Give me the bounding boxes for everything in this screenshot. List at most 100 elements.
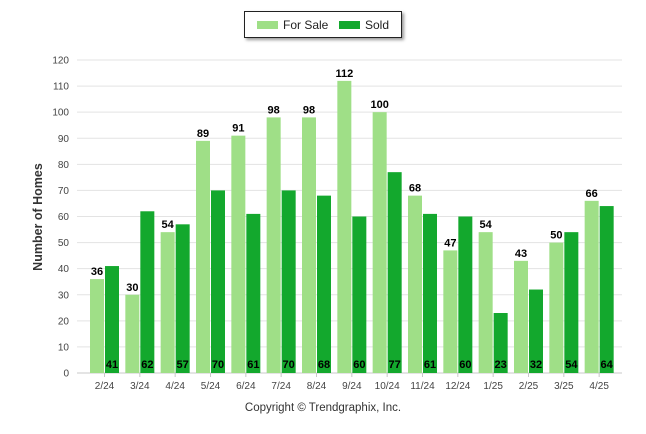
legend-swatch-for-sale (257, 21, 278, 29)
y-tick-label: 80 (58, 160, 70, 171)
y-tick-label: 10 (58, 342, 70, 353)
data-label-for-sale: 50 (550, 230, 562, 242)
data-label-for-sale: 89 (197, 128, 209, 140)
y-tick-label: 30 (58, 290, 70, 301)
legend-item-for-sale[interactable]: For Sale (257, 18, 328, 32)
y-tick-label: 100 (52, 108, 69, 119)
bar-sold (105, 266, 119, 373)
x-tick-label: 3/24 (130, 381, 150, 392)
bar-for-sale (266, 117, 281, 373)
bar-sold (281, 190, 296, 373)
bar-for-sale (231, 135, 246, 373)
data-label-for-sale: 66 (586, 188, 598, 200)
data-label-sold: 41 (106, 359, 118, 371)
data-label-for-sale: 36 (91, 266, 103, 278)
bar-for-sale (408, 195, 422, 373)
bar-for-sale (337, 80, 352, 373)
x-tick-label: 4/25 (589, 381, 609, 392)
x-tick-label: 12/24 (445, 381, 470, 392)
data-label-sold: 61 (247, 359, 259, 371)
data-label-for-sale: 91 (232, 123, 244, 135)
data-label-sold: 62 (141, 359, 153, 371)
x-tick-label: 7/24 (271, 381, 291, 392)
y-tick-label: 50 (58, 238, 70, 249)
bar-sold (140, 211, 155, 373)
bar-sold (458, 216, 473, 373)
x-tick-label: 1/25 (483, 381, 503, 392)
data-label-sold: 60 (459, 359, 471, 371)
x-tick-label: 2/24 (95, 381, 115, 392)
data-label-sold: 70 (212, 359, 224, 371)
bar-for-sale (478, 232, 493, 373)
legend-swatch-sold (339, 21, 360, 29)
copyright-text: Copyright © Trendgraphix, Inc. (244, 402, 402, 414)
data-labels: 36 41 30 62 54 57 89 70 91 61 98 70 98 68 112 60 100 77 68… (91, 68, 614, 371)
data-label-for-sale: 68 (409, 183, 421, 195)
legend-item-sold[interactable]: Sold (339, 18, 389, 32)
bar-for-sale (443, 250, 458, 373)
y-tick-label: 60 (58, 212, 70, 223)
data-label-sold: 70 (283, 359, 295, 371)
bar-sold (423, 213, 437, 373)
bar-for-sale (90, 279, 104, 373)
bar-for-sale (549, 242, 564, 373)
bar-sold (529, 289, 543, 373)
data-label-sold: 77 (389, 359, 401, 371)
bar-sold (352, 216, 367, 373)
data-label-for-sale: 112 (335, 68, 353, 80)
data-label-for-sale: 100 (370, 99, 388, 111)
y-tick-label: 90 (58, 134, 70, 145)
bar-sold (317, 195, 331, 373)
data-label-for-sale: 54 (162, 219, 175, 231)
legend-label-sold: Sold (365, 18, 390, 32)
x-tick-label: 4/24 (165, 381, 185, 392)
bar-for-sale (196, 140, 210, 373)
y-axis-title: Number of Homes (31, 163, 45, 271)
bar-for-sale (125, 294, 140, 373)
data-label-sold: 64 (601, 359, 614, 371)
bar-for-sale (584, 200, 599, 373)
bar-for-sale (372, 112, 387, 374)
y-tick-label: 0 (63, 369, 69, 380)
data-label-sold: 54 (565, 359, 578, 371)
y-tick-label: 20 (58, 316, 70, 327)
x-tick-label: 2/25 (519, 381, 539, 392)
bar-sold (246, 213, 261, 373)
bar-sold (599, 206, 614, 373)
chart-legend: For Sale Sold (244, 11, 402, 38)
data-label-for-sale: 47 (444, 237, 456, 249)
bar-for-sale (160, 232, 175, 373)
y-tick-label: 120 (52, 56, 69, 67)
data-label-for-sale: 30 (126, 282, 138, 294)
bar-for-sale (514, 260, 528, 373)
bars (90, 80, 614, 374)
y-tick-label: 110 (53, 82, 69, 93)
data-label-sold: 57 (177, 359, 189, 371)
x-tick-label: 8/24 (307, 381, 327, 392)
x-tick-label: 10/24 (375, 381, 400, 392)
y-tick-label: 40 (58, 264, 70, 275)
y-tick-label: 70 (58, 186, 70, 197)
data-label-sold: 60 (353, 359, 365, 371)
x-tick-label: 3/25 (554, 381, 574, 392)
bar-sold (175, 224, 190, 373)
bar-sold (211, 190, 225, 373)
x-tick-label: 11/24 (410, 381, 435, 392)
data-label-sold: 68 (318, 359, 330, 371)
x-tick-label: 6/24 (236, 381, 256, 392)
bar-sold (387, 172, 402, 373)
bar-for-sale (302, 117, 316, 373)
x-tick-label: 9/24 (342, 381, 362, 392)
legend-label-for-sale: For Sale (283, 18, 329, 32)
data-label-sold: 32 (530, 359, 542, 371)
data-label-for-sale: 43 (515, 248, 527, 260)
data-label-for-sale: 98 (268, 104, 280, 116)
data-label-for-sale: 98 (303, 104, 315, 116)
bar-sold (493, 313, 508, 373)
x-tick-label: 5/24 (201, 381, 221, 392)
bar-sold (564, 232, 579, 373)
data-label-for-sale: 54 (480, 219, 493, 231)
data-label-sold: 23 (495, 359, 507, 371)
data-label-sold: 61 (424, 359, 436, 371)
